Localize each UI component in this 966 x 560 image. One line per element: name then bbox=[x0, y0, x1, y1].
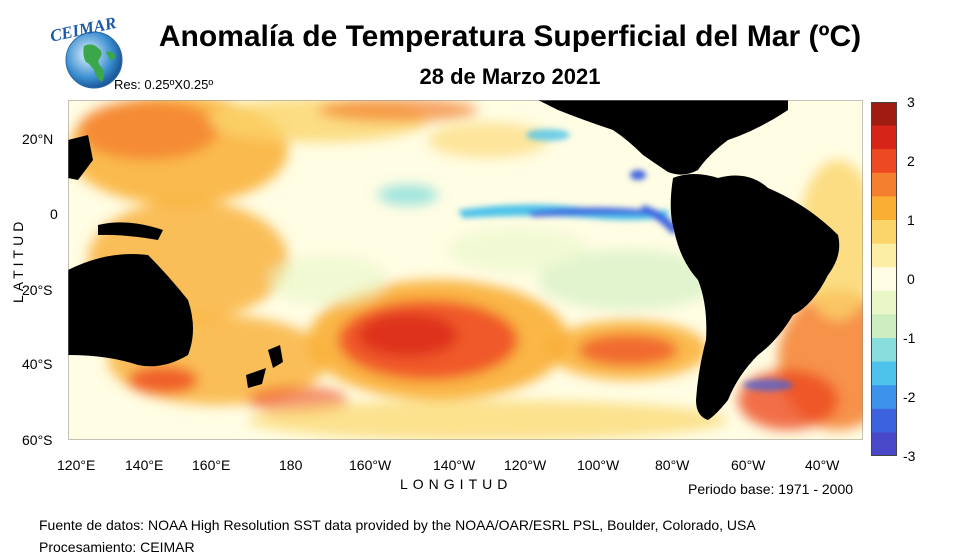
sst-anomaly-map bbox=[68, 100, 863, 440]
colorbar-step bbox=[871, 102, 897, 127]
colorbar-step bbox=[871, 314, 897, 339]
colorbar-label-neg2: -2 bbox=[903, 389, 916, 405]
lon-tick-120w: 120°W bbox=[504, 457, 547, 473]
colorbar-label-0: 0 bbox=[907, 271, 915, 287]
colorbar-label-2: 2 bbox=[907, 153, 915, 169]
map-date: 28 de Marzo 2021 bbox=[419, 64, 601, 89]
lon-tick-140w: 140°W bbox=[433, 457, 476, 473]
lat-tick-20s: 20°S bbox=[22, 282, 53, 298]
colorbar-step bbox=[871, 172, 897, 197]
colorbar bbox=[871, 102, 897, 456]
colorbar-step bbox=[871, 243, 897, 268]
lat-tick-20n: 20°N bbox=[22, 131, 54, 147]
equatorial-cold-tongue bbox=[458, 129, 793, 391]
lon-tick-40w: 40°W bbox=[805, 457, 840, 473]
colorbar-step bbox=[871, 220, 897, 245]
map-title: Anomalía de Temperatura Superficial del … bbox=[158, 20, 862, 53]
colorbar-step bbox=[871, 385, 897, 410]
lon-tick-180: 180 bbox=[279, 457, 303, 473]
x-axis-label: LONGITUD bbox=[400, 476, 513, 492]
lon-tick-100w: 100°W bbox=[577, 457, 620, 473]
base-period: Periodo base: 1971 - 2000 bbox=[688, 481, 854, 497]
colorbar-step bbox=[871, 196, 897, 221]
colorbar-label-neg1: -1 bbox=[903, 330, 916, 346]
colorbar-step bbox=[871, 267, 897, 292]
lon-tick-140e: 140°E bbox=[125, 457, 164, 473]
lat-tick-60s: 60°S bbox=[22, 432, 53, 448]
colorbar-step bbox=[871, 149, 897, 174]
resolution-label: Res: 0.25ºX0.25º bbox=[114, 77, 214, 92]
colorbar-step bbox=[871, 125, 897, 150]
colorbar-step bbox=[871, 338, 897, 363]
map-border bbox=[68, 100, 863, 440]
colorbar-label-3: 3 bbox=[907, 94, 915, 110]
ceimar-logo: CEIMAR bbox=[48, 13, 123, 89]
lat-tick-40s: 40°S bbox=[22, 356, 53, 372]
colorbar-step bbox=[871, 432, 897, 456]
colorbar-label-1: 1 bbox=[907, 212, 915, 228]
colorbar-step bbox=[871, 408, 897, 433]
lat-tick-0: 0 bbox=[50, 206, 58, 222]
processing-credit: Procesamiento: CEIMAR bbox=[39, 539, 195, 555]
colorbar-label-neg3: -3 bbox=[903, 448, 916, 464]
data-source: Fuente de datos: NOAA High Resolution SS… bbox=[39, 517, 756, 533]
land-masses bbox=[68, 100, 840, 420]
lon-tick-160w: 160°W bbox=[349, 457, 392, 473]
colorbar-step bbox=[871, 361, 897, 386]
lon-tick-160e: 160°E bbox=[192, 457, 231, 473]
lon-tick-80w: 80°W bbox=[655, 457, 690, 473]
lon-tick-60w: 60°W bbox=[731, 457, 766, 473]
lon-tick-120e: 120°E bbox=[57, 457, 96, 473]
colorbar-step bbox=[871, 290, 897, 315]
